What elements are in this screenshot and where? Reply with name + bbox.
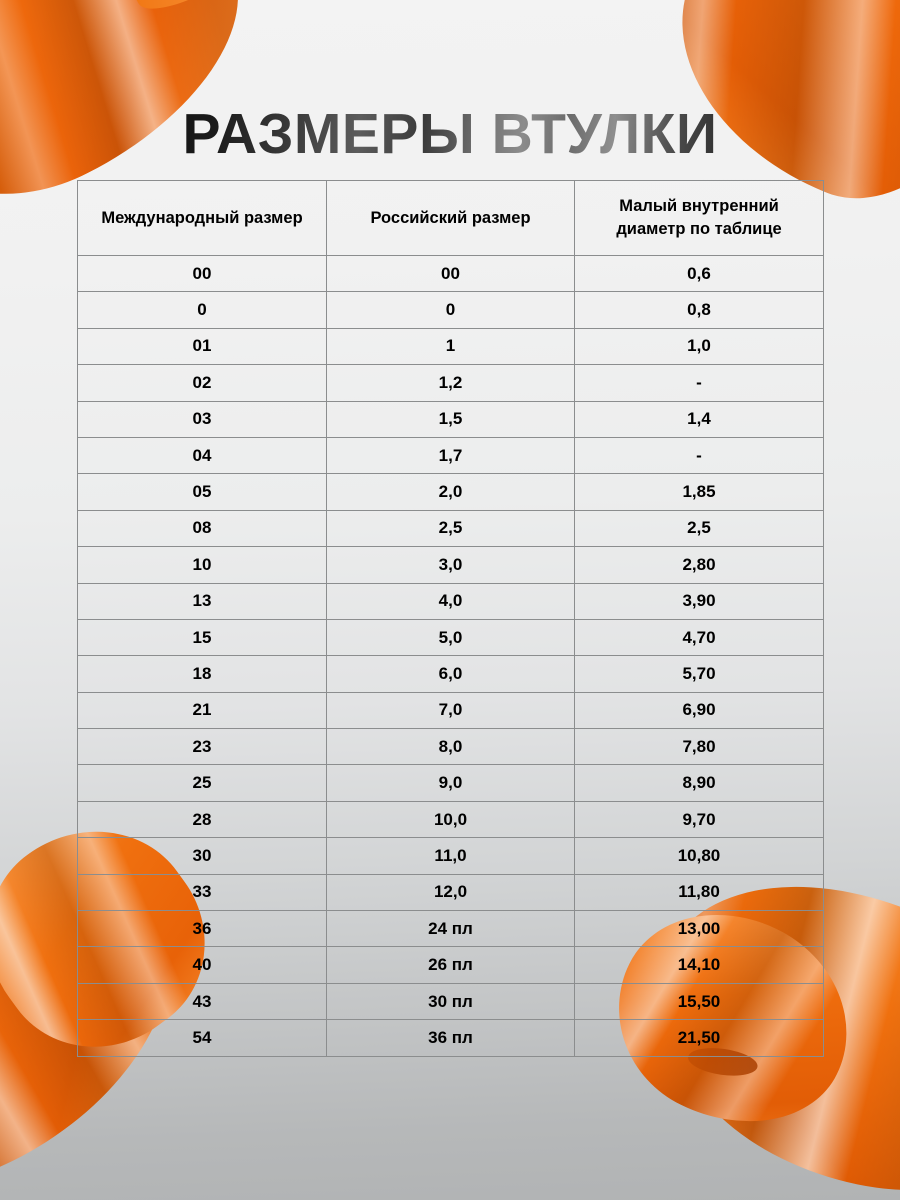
cell-international-size: 01 <box>77 327 327 366</box>
cell-inner-diameter: 14,10 <box>574 946 824 984</box>
paint-stroke-tip <box>103 0 300 22</box>
cell-international-size: 04 <box>77 436 327 475</box>
cell-russian-size: 4,0 <box>326 582 575 620</box>
cell-russian-size: 26 пл <box>326 946 575 984</box>
table-row: 00 00 0,6 <box>77 254 824 293</box>
cell-russian-size: 1,7 <box>326 436 575 475</box>
cell-russian-size: 10,0 <box>326 800 575 839</box>
table-row: 33 12,0 11,80 <box>77 873 824 912</box>
table-row: 43 30 пл 15,50 <box>77 982 824 1021</box>
cell-international-size: 13 <box>77 582 327 620</box>
table-row: 21 7,0 6,90 <box>77 691 824 730</box>
table-row: 03 1,5 1,4 <box>77 400 824 438</box>
cell-russian-size: 00 <box>326 254 575 293</box>
cell-inner-diameter: 10,80 <box>574 837 824 875</box>
cell-international-size: 10 <box>77 546 327 584</box>
table-row: 36 24 пл 13,00 <box>77 910 824 948</box>
table-header-row: Международный размер Российский размер М… <box>77 180 824 256</box>
table-row: 54 36 пл 21,50 <box>77 1019 824 1057</box>
cell-international-size: 43 <box>77 982 327 1021</box>
table-row: 18 6,0 5,70 <box>77 655 824 693</box>
table-row: 13 4,0 3,90 <box>77 582 824 620</box>
table-row: 10 3,0 2,80 <box>77 546 824 584</box>
table-row: 04 1,7- <box>77 436 824 475</box>
page-title: РАЗМЕРЫ ВТУЛКИ <box>0 98 900 170</box>
size-table-container: Международный размер Российский размер М… <box>77 180 824 1057</box>
cell-inner-diameter: 3,90 <box>574 582 824 620</box>
cell-inner-diameter: 15,50 <box>574 982 824 1021</box>
column-header-international-size: Международный размер <box>77 180 327 256</box>
table-header: Международный размер Российский размер М… <box>77 180 824 256</box>
table-row: 30 11,0 10,80 <box>77 837 824 875</box>
column-header-small-inner-diameter: Малый внутренний диаметр по таблице <box>574 180 824 256</box>
cell-russian-size: 8,0 <box>326 728 575 766</box>
cell-inner-diameter: 0,6 <box>574 254 824 293</box>
cell-russian-size: 1,2 <box>326 364 575 402</box>
cell-inner-diameter: 6,90 <box>574 691 824 730</box>
cell-russian-size: 11,0 <box>326 837 575 875</box>
bushing-size-table: Международный размер Российский размер М… <box>77 180 824 1057</box>
cell-international-size: 08 <box>77 509 327 548</box>
cell-inner-diameter: - <box>574 436 824 475</box>
cell-russian-size: 7,0 <box>326 691 575 730</box>
cell-international-size: 15 <box>77 618 327 657</box>
cell-russian-size: 30 пл <box>326 982 575 1021</box>
cell-international-size: 02 <box>77 364 327 402</box>
cell-inner-diameter: - <box>574 364 824 402</box>
cell-russian-size: 36 пл <box>326 1019 575 1057</box>
table-row: 08 2,5 2,5 <box>77 509 824 548</box>
cell-russian-size: 2,5 <box>326 509 575 548</box>
cell-inner-diameter: 1,4 <box>574 400 824 438</box>
cell-russian-size: 24 пл <box>326 910 575 948</box>
table-row: 40 26 пл 14,10 <box>77 946 824 984</box>
table-row: 05 2,0 1,85 <box>77 473 824 511</box>
cell-russian-size: 9,0 <box>326 764 575 802</box>
cell-inner-diameter: 0,8 <box>574 291 824 329</box>
cell-russian-size: 0 <box>326 291 575 329</box>
cell-inner-diameter: 4,70 <box>574 618 824 657</box>
cell-russian-size: 1,5 <box>326 400 575 438</box>
cell-international-size: 00 <box>77 254 327 293</box>
cell-inner-diameter: 2,80 <box>574 546 824 584</box>
cell-russian-size: 2,0 <box>326 473 575 511</box>
cell-international-size: 0 <box>77 291 327 329</box>
cell-international-size: 36 <box>77 910 327 948</box>
table-row: 01 1 1,0 <box>77 327 824 366</box>
cell-inner-diameter: 1,0 <box>574 327 824 366</box>
cell-inner-diameter: 1,85 <box>574 473 824 511</box>
table-row: 25 9,0 8,90 <box>77 764 824 802</box>
cell-international-size: 23 <box>77 728 327 766</box>
cell-international-size: 30 <box>77 837 327 875</box>
cell-russian-size: 5,0 <box>326 618 575 657</box>
cell-international-size: 33 <box>77 873 327 912</box>
cell-international-size: 05 <box>77 473 327 511</box>
cell-russian-size: 1 <box>326 327 575 366</box>
table-row: 28 10,0 9,70 <box>77 800 824 839</box>
cell-inner-diameter: 21,50 <box>574 1019 824 1057</box>
cell-inner-diameter: 2,5 <box>574 509 824 548</box>
cell-russian-size: 3,0 <box>326 546 575 584</box>
cell-inner-diameter: 11,80 <box>574 873 824 912</box>
cell-international-size: 28 <box>77 800 327 839</box>
cell-international-size: 03 <box>77 400 327 438</box>
cell-international-size: 21 <box>77 691 327 730</box>
cell-international-size: 40 <box>77 946 327 984</box>
column-header-russian-size: Российский размер <box>326 180 575 256</box>
table-row: 23 8,0 7,80 <box>77 728 824 766</box>
cell-inner-diameter: 9,70 <box>574 800 824 839</box>
cell-inner-diameter: 7,80 <box>574 728 824 766</box>
cell-russian-size: 6,0 <box>326 655 575 693</box>
cell-russian-size: 12,0 <box>326 873 575 912</box>
cell-inner-diameter: 5,70 <box>574 655 824 693</box>
cell-inner-diameter: 13,00 <box>574 910 824 948</box>
cell-international-size: 54 <box>77 1019 327 1057</box>
cell-international-size: 25 <box>77 764 327 802</box>
cell-international-size: 18 <box>77 655 327 693</box>
cell-inner-diameter: 8,90 <box>574 764 824 802</box>
table-body: 00 00 0,6 0 0 0,8 01 1 1,0 02 1,2-03 1,5 1,4 04 1,7-05… <box>77 254 824 1057</box>
table-row: 0 0 0,8 <box>77 291 824 329</box>
table-row: 15 5,0 4,70 <box>77 618 824 657</box>
table-row: 02 1,2- <box>77 364 824 402</box>
